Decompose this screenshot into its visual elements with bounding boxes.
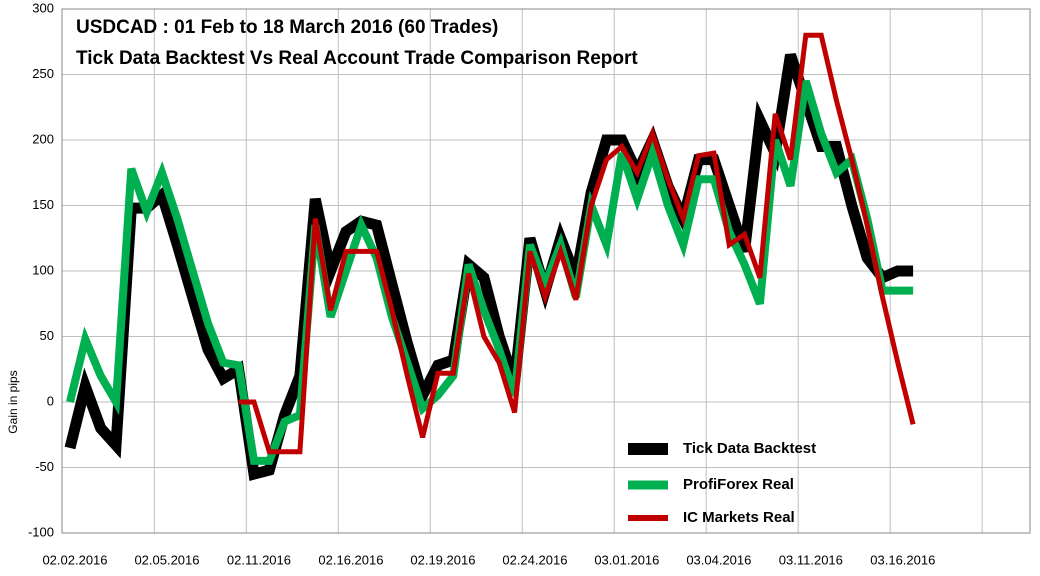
x-tick-label: 03.04.2016 (686, 552, 751, 567)
plot-border (61, 8, 1031, 534)
legend-label: IC Markets Real (683, 509, 795, 526)
x-tick-label: 02.19.2016 (410, 552, 475, 567)
series-line (64, 53, 914, 481)
y-tick-label: 0 (47, 393, 54, 408)
x-tick-label: 02.02.2016 (42, 552, 107, 567)
x-tick-label: 02.24.2016 (502, 552, 567, 567)
grid: -100 -50 0 50 100 150 200 250 300 02.02.2016 02.05… (28, 0, 1031, 567)
series-line (238, 32, 916, 455)
x-tick-label: 02.05.2016 (134, 552, 199, 567)
y-tick-label: 50 (40, 328, 54, 343)
y-tick-label: -100 (28, 524, 54, 539)
x-tick-label: 02.11.2016 (227, 552, 291, 567)
y-tick-label: -50 (35, 459, 54, 474)
chart-subtitle: Tick Data Backtest Vs Real Account Trade… (76, 48, 638, 69)
y-tick-label: 100 (32, 262, 54, 277)
y-tick-label: 150 (32, 197, 54, 212)
chart-title: USDCAD : 01 Feb to 18 March 2016 (60 Tra… (76, 17, 498, 38)
y-axis-label: Gain in pips (6, 370, 20, 433)
x-tick-label: 02.16.2016 (318, 552, 383, 567)
y-tick-label: 200 (32, 131, 54, 146)
x-tick-label: 03.01.2016 (594, 552, 659, 567)
legend-label: Tick Data Backtest (683, 440, 816, 457)
x-tick-label: 03.16.2016 (870, 552, 935, 567)
y-tick-label: 250 (32, 66, 54, 81)
y-tick-label: 300 (32, 0, 54, 15)
x-tick-label: 03.11.2016 (779, 552, 843, 567)
legend-label: ProfiForex Real (683, 476, 794, 493)
